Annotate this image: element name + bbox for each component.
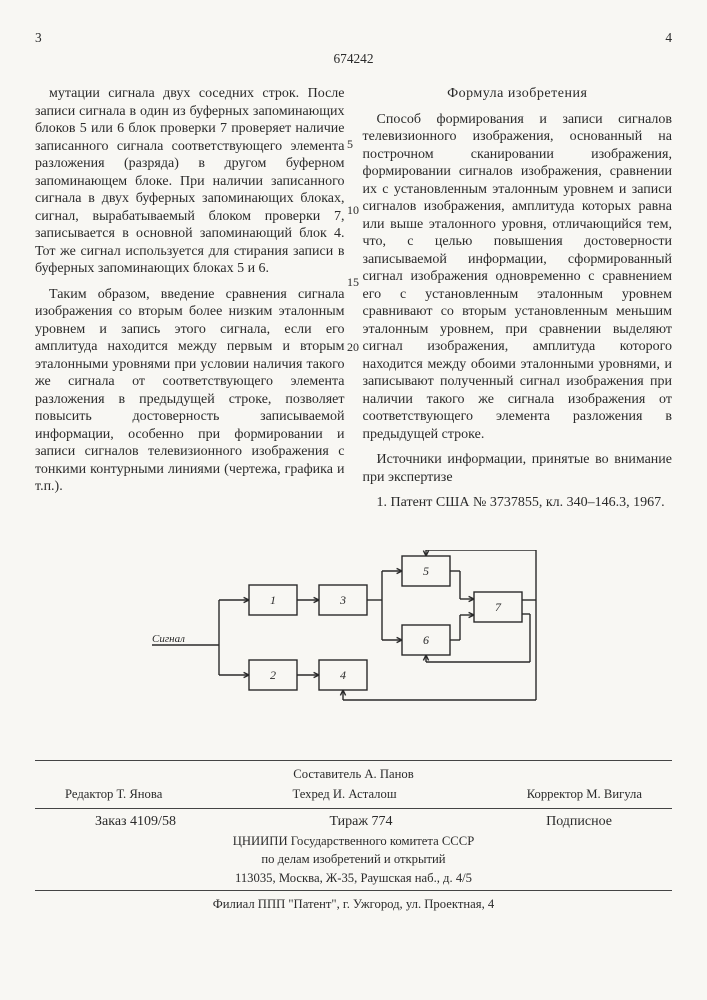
svg-text:4: 4 xyxy=(340,668,346,682)
editor: Редактор Т. Янова xyxy=(65,787,162,803)
right-column: Формула изобретения Способ формирования … xyxy=(363,85,673,520)
page-right: 4 xyxy=(665,30,672,47)
tech: Техред И. Асталош xyxy=(292,787,396,803)
svg-text:1: 1 xyxy=(270,593,276,607)
publisher-addr: 113035, Москва, Ж-35, Раушская наб., д. … xyxy=(35,870,672,886)
line-num-5: 5 xyxy=(347,137,353,152)
publisher-org2: по делам изобретений и открытий xyxy=(35,851,672,867)
publisher-org1: ЦНИИПИ Государственного комитета СССР xyxy=(35,833,672,849)
block-diagram: 1 2 3 4 5 6 7 Сигнал xyxy=(144,550,564,710)
svg-text:5: 5 xyxy=(423,564,429,578)
divider xyxy=(35,890,672,891)
svg-text:7: 7 xyxy=(495,600,502,614)
page-left: 3 xyxy=(35,30,42,47)
right-p3: 1. Патент США № 3737855, кл. 340–146.3, … xyxy=(363,494,673,512)
line-num-20: 20 xyxy=(347,340,359,355)
left-column: мутации сигнала двух соседних строк. Пос… xyxy=(35,85,345,520)
compiler: Составитель А. Панов xyxy=(293,767,413,783)
left-p1: мутации сигнала двух соседних строк. Пос… xyxy=(35,85,345,278)
sign: Подписное xyxy=(546,813,612,831)
line-num-15: 15 xyxy=(347,275,359,290)
footer: Филиал ППП "Патент", г. Ужгород, ул. Про… xyxy=(35,897,672,913)
corrector: Корректор М. Вигула xyxy=(527,787,642,803)
svg-text:6: 6 xyxy=(423,633,429,647)
svg-text:Сигнал: Сигнал xyxy=(152,633,185,645)
doc-number: 674242 xyxy=(35,51,672,68)
formula-heading: Формула изобретения xyxy=(363,85,673,103)
svg-text:2: 2 xyxy=(270,668,276,682)
divider xyxy=(35,760,672,761)
right-p1: Способ формирования и записи сигналов те… xyxy=(363,111,673,444)
left-p2: Таким образом, введение сравнения сигнал… xyxy=(35,286,345,496)
right-p2: Источники информации, принятые во вниман… xyxy=(363,451,673,486)
order: Заказ 4109/58 xyxy=(95,813,176,831)
divider xyxy=(35,808,672,809)
tirazh: Тираж 774 xyxy=(329,813,392,831)
svg-text:3: 3 xyxy=(339,593,346,607)
line-num-10: 10 xyxy=(347,203,359,218)
